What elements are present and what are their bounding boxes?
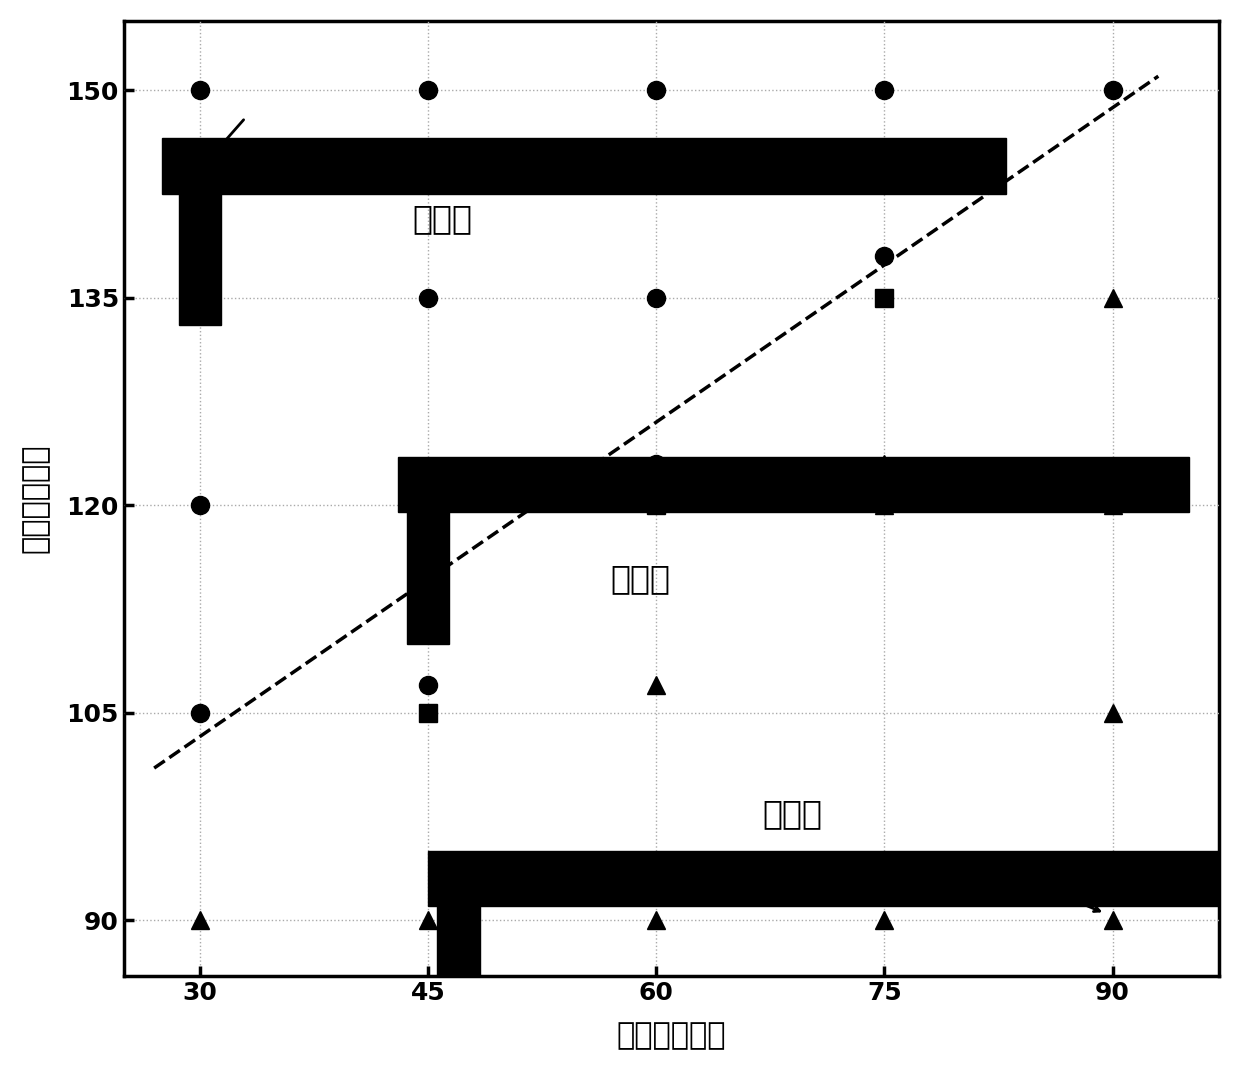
Text: 过渡流: 过渡流 (610, 562, 671, 595)
Bar (428, 851, 1219, 906)
Bar (407, 484, 449, 644)
Bar (179, 166, 221, 326)
Bar (438, 879, 480, 976)
Text: 分层流: 分层流 (413, 202, 472, 236)
Text: 段塞流: 段塞流 (763, 798, 822, 830)
Bar (398, 456, 1189, 512)
Y-axis label: 上壁面接触角: 上壁面接触角 (21, 443, 50, 553)
Bar (161, 138, 1006, 194)
X-axis label: 下壁面接触角: 下壁面接触角 (616, 1021, 727, 1051)
